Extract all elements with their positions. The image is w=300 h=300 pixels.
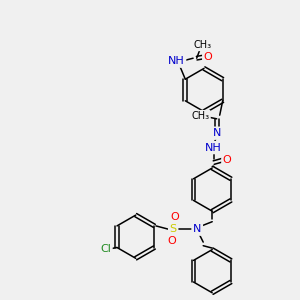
Text: NH: NH xyxy=(205,142,222,153)
Text: O: O xyxy=(167,236,176,246)
Text: CH₃: CH₃ xyxy=(191,111,209,122)
Text: NH: NH xyxy=(168,56,185,66)
Text: Cl: Cl xyxy=(100,244,111,254)
Text: N: N xyxy=(212,128,221,138)
Text: N: N xyxy=(193,224,201,234)
Text: CH₃: CH₃ xyxy=(193,40,211,50)
Text: O: O xyxy=(204,52,212,62)
Text: S: S xyxy=(169,224,177,234)
Text: O: O xyxy=(170,212,179,222)
Text: O: O xyxy=(223,154,232,165)
